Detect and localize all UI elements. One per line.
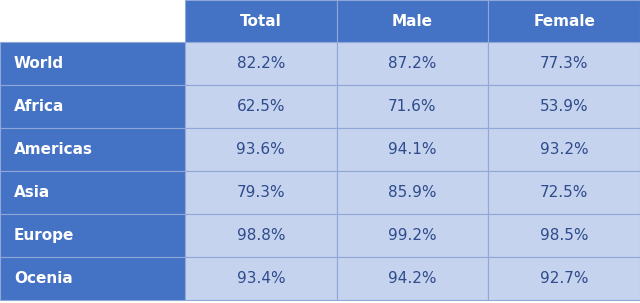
Bar xyxy=(185,214,337,257)
Text: 99.2%: 99.2% xyxy=(388,228,437,243)
Bar xyxy=(0,171,185,214)
Bar xyxy=(488,85,640,128)
Bar xyxy=(488,128,640,171)
Text: Total: Total xyxy=(240,14,282,28)
Text: Female: Female xyxy=(533,14,595,28)
Bar xyxy=(0,257,185,300)
Bar xyxy=(185,128,337,171)
Text: 93.6%: 93.6% xyxy=(236,142,285,157)
Bar xyxy=(337,128,488,171)
Bar xyxy=(0,0,185,42)
Bar xyxy=(185,42,337,85)
Bar xyxy=(488,214,640,257)
Text: 72.5%: 72.5% xyxy=(540,185,588,200)
Text: 71.6%: 71.6% xyxy=(388,99,436,114)
Text: 93.2%: 93.2% xyxy=(540,142,588,157)
Bar xyxy=(488,257,640,300)
Bar xyxy=(0,128,185,171)
Text: 82.2%: 82.2% xyxy=(237,56,285,71)
Text: 62.5%: 62.5% xyxy=(237,99,285,114)
Text: Africa: Africa xyxy=(14,99,65,114)
Bar xyxy=(337,42,488,85)
Bar xyxy=(185,0,337,42)
Bar xyxy=(337,85,488,128)
Text: Europe: Europe xyxy=(14,228,74,243)
Text: 87.2%: 87.2% xyxy=(388,56,436,71)
Text: Americas: Americas xyxy=(14,142,93,157)
Bar xyxy=(185,171,337,214)
Bar xyxy=(337,0,488,42)
Bar xyxy=(488,0,640,42)
Bar xyxy=(185,85,337,128)
Text: 98.8%: 98.8% xyxy=(237,228,285,243)
Text: 85.9%: 85.9% xyxy=(388,185,436,200)
Text: 94.1%: 94.1% xyxy=(388,142,436,157)
Bar xyxy=(0,214,185,257)
Bar xyxy=(488,171,640,214)
Bar xyxy=(0,85,185,128)
Text: Ocenia: Ocenia xyxy=(14,271,73,286)
Bar xyxy=(0,42,185,85)
Text: 77.3%: 77.3% xyxy=(540,56,588,71)
Bar xyxy=(337,214,488,257)
Text: World: World xyxy=(14,56,64,71)
Text: 92.7%: 92.7% xyxy=(540,271,588,286)
Bar xyxy=(185,257,337,300)
Text: 98.5%: 98.5% xyxy=(540,228,588,243)
Text: Male: Male xyxy=(392,14,433,28)
Text: Asia: Asia xyxy=(14,185,51,200)
Text: 94.2%: 94.2% xyxy=(388,271,436,286)
Text: 93.4%: 93.4% xyxy=(237,271,285,286)
Bar xyxy=(337,257,488,300)
Text: 79.3%: 79.3% xyxy=(237,185,285,200)
Bar xyxy=(488,42,640,85)
Bar xyxy=(337,171,488,214)
Text: 53.9%: 53.9% xyxy=(540,99,588,114)
